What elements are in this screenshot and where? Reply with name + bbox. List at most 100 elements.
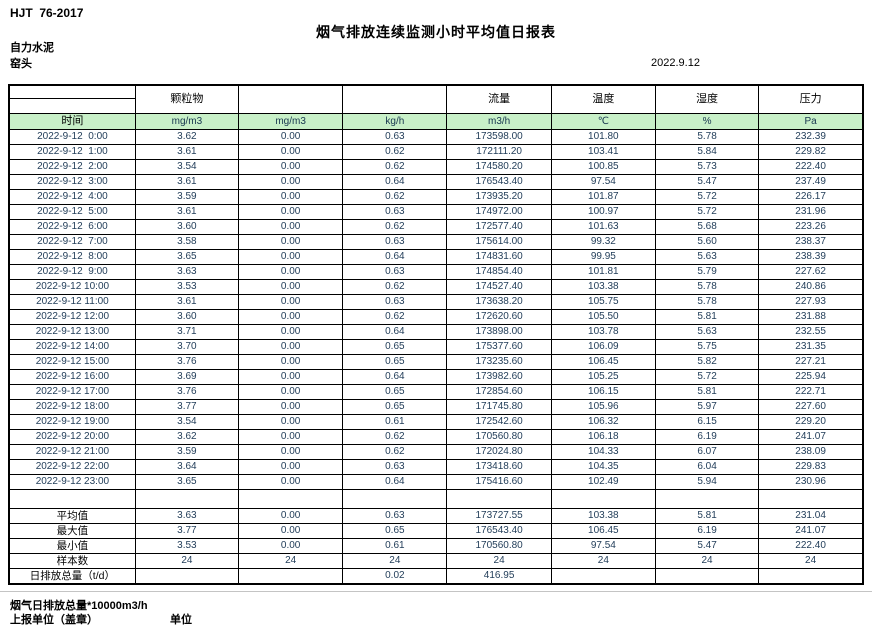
table-row: 2022-9-12 12:00 3.60 0.00 0.62 172620.60 105.… [8,309,864,325]
summary-value-cell: 24 [550,553,656,569]
time-cell: 2022-9-12 20:00 [8,429,136,445]
table-row: 2022-9-12 8:00 3.65 0.00 0.64 174831.60 99.95… [8,249,864,265]
value-cell: 5.78 [654,129,760,145]
time-cell: 2022-9-12 8:00 [8,249,136,265]
table-row: 2022-9-12 3:00 3.61 0.00 0.64 176543.40 97.54… [8,174,864,190]
header-humidity: 湿度 [654,84,760,114]
value-cell: 3.54 [134,159,240,175]
value-cell: 5.81 [654,309,760,325]
time-cell: 2022-9-12 5:00 [8,204,136,220]
summary-value-cell: 5.81 [654,508,760,524]
value-cell: 0.00 [238,414,344,430]
value-cell: 0.00 [238,444,344,460]
value-cell: 3.58 [134,234,240,250]
summary-value-cell: 176543.40 [446,523,552,539]
value-cell: 0.00 [238,354,344,370]
table-row: 2022-9-12 6:00 3.60 0.00 0.62 172577.40 101.6… [8,219,864,235]
value-cell: 5.78 [654,279,760,295]
value-cell: 5.79 [654,264,760,280]
value-cell: 0.62 [342,144,448,160]
value-cell: 0.00 [238,204,344,220]
summary-value-cell: 222.40 [758,538,864,554]
value-cell: 0.64 [342,174,448,190]
value-cell: 106.15 [550,384,656,400]
summary-value-cell: 5.47 [654,538,760,554]
value-cell: 101.87 [550,189,656,205]
company-name: 自力水泥 [10,42,54,54]
value-cell: 170560.80 [446,429,552,445]
value-cell: 231.88 [758,309,864,325]
table-row: 2022-9-12 4:00 3.59 0.00 0.62 173935.20 101.8… [8,189,864,205]
summary-value-cell: 416.95 [446,568,552,585]
summary-value-cell [134,568,240,585]
value-cell: 101.81 [550,264,656,280]
value-cell: 238.37 [758,234,864,250]
summary-value-cell: 231.04 [758,508,864,524]
value-cell: 229.83 [758,459,864,475]
value-cell: 173418.60 [446,459,552,475]
value-cell: 100.97 [550,204,656,220]
time-cell: 2022-9-12 19:00 [8,414,136,430]
value-cell: 5.84 [654,144,760,160]
value-cell: 232.39 [758,129,864,145]
value-cell: 227.60 [758,399,864,415]
value-cell: 106.09 [550,339,656,355]
value-cell: 5.72 [654,204,760,220]
value-cell: 0.61 [342,414,448,430]
value-cell: 3.62 [134,429,240,445]
table-row: 2022-9-12 13:00 3.71 0.00 0.64 173898.00 103.… [8,324,864,340]
value-cell: 0.62 [342,159,448,175]
time-cell: 2022-9-12 2:00 [8,159,136,175]
value-cell: 0.62 [342,279,448,295]
value-cell: 0.00 [238,219,344,235]
value-cell: 5.72 [654,189,760,205]
value-cell: 0.00 [238,174,344,190]
value-cell: 0.62 [342,429,448,445]
value-cell: 106.32 [550,414,656,430]
summary-value-cell: 241.07 [758,523,864,539]
value-cell: 6.07 [654,444,760,460]
value-cell: 231.96 [758,204,864,220]
value-cell: 106.18 [550,429,656,445]
value-cell: 3.77 [134,399,240,415]
value-cell: 174580.20 [446,159,552,175]
value-cell: 237.49 [758,174,864,190]
summary-value-cell [654,568,760,585]
value-cell: 172542.60 [446,414,552,430]
table-row: 2022-9-12 5:00 3.61 0.00 0.63 174972.00 100.9… [8,204,864,220]
value-cell: 240.86 [758,279,864,295]
value-cell: 3.76 [134,384,240,400]
summary-value-cell: 3.53 [134,538,240,554]
value-cell: 3.70 [134,339,240,355]
value-cell: 0.62 [342,189,448,205]
value-cell: 0.00 [238,279,344,295]
value-cell: 3.54 [134,414,240,430]
value-cell: 0.63 [342,264,448,280]
unit-cell: Pa [758,113,864,130]
value-cell: 0.00 [238,264,344,280]
value-cell: 5.94 [654,474,760,490]
header-empty-cell [342,84,448,114]
time-header: 时间 [8,113,136,130]
value-cell: 105.25 [550,369,656,385]
station-name: 窑头 [10,58,32,70]
time-cell: 2022-9-12 6:00 [8,219,136,235]
value-cell: 0.64 [342,249,448,265]
doc-code: HJT 76-2017 [10,6,84,20]
value-cell: 99.32 [550,234,656,250]
summary-value-cell: 0.00 [238,508,344,524]
value-cell: 99.95 [550,249,656,265]
value-cell: 3.53 [134,279,240,295]
table-row: 2022-9-12 20:00 3.62 0.00 0.62 170560.80 106.… [8,429,864,445]
value-cell: 227.21 [758,354,864,370]
spacer-row [8,489,864,509]
value-cell: 106.45 [550,354,656,370]
value-cell: 0.64 [342,474,448,490]
value-cell: 0.00 [238,309,344,325]
summary-value-cell: 24 [238,553,344,569]
summary-value-cell: 0.02 [342,568,448,585]
summary-row: 最大值 3.77 0.00 0.65 176543.40 106.45 6.19 241.07 [8,523,864,539]
value-cell: 0.63 [342,129,448,145]
value-cell: 225.94 [758,369,864,385]
time-cell: 2022-9-12 13:00 [8,324,136,340]
